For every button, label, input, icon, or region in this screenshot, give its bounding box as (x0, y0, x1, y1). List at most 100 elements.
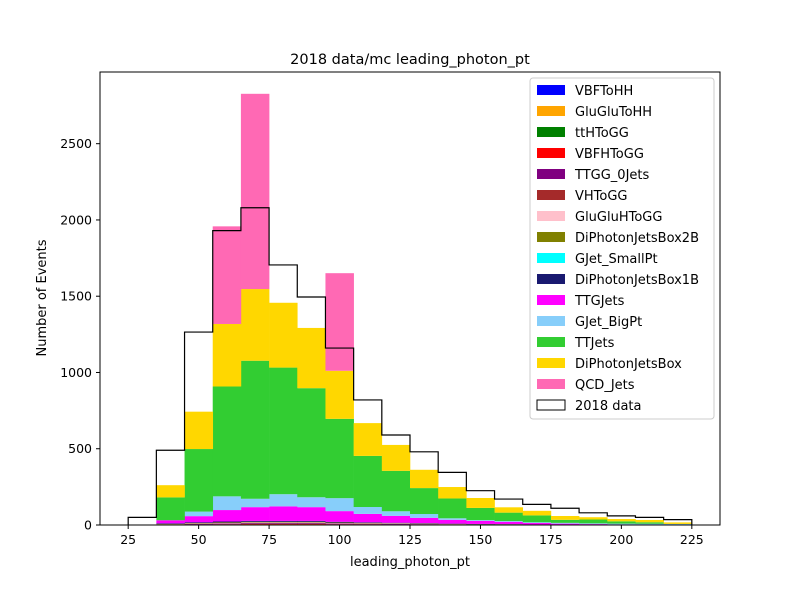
legend-swatch (537, 169, 565, 179)
bar-DiPhotonJetsBox (269, 302, 298, 368)
bar-GJet_BigPt (269, 494, 298, 507)
legend-label: TTGJets (574, 294, 625, 309)
bar-TTGG_0Jets (269, 523, 298, 524)
legend-swatch (537, 253, 565, 263)
bar-TTJets (550, 519, 580, 523)
bar-QCD_Jets (212, 226, 242, 324)
bar-GJet_BigPt (522, 522, 552, 524)
bar-TTJets (184, 449, 214, 512)
bar-DiPhotonJetsBox1B (240, 520, 270, 522)
x-tick-label: 200 (609, 532, 633, 547)
bar-DiPhotonJetsBox1B (184, 522, 214, 524)
bar-TTGJets (240, 507, 270, 521)
x-axis-label: leading_photon_pt (350, 555, 470, 570)
bar-DiPhotonJetsBox (635, 519, 664, 523)
legend-swatch (536, 399, 566, 411)
bar-DiPhotonJetsBox (438, 487, 467, 499)
legend-swatch (537, 106, 565, 116)
legend-swatch (537, 337, 565, 347)
legend-label: GJet_BigPt (575, 315, 642, 330)
x-tick-label: 175 (539, 532, 563, 547)
bar-TTJets (466, 507, 495, 521)
bar-TTJets (410, 488, 439, 515)
bar-DiPhotonJetsBox (353, 423, 383, 456)
bar-DiPhotonJetsBox (212, 323, 242, 387)
y-tick-label: 2000 (60, 212, 92, 227)
bar-DiPhotonJetsBox (494, 507, 524, 513)
legend-swatch (537, 316, 565, 326)
bar-TTJets (353, 455, 383, 508)
bar-GJet_BigPt (550, 522, 580, 524)
bar-TTGG_0Jets (212, 523, 242, 525)
bar-GJet_BigPt (184, 511, 214, 517)
bar-QCD_Jets (325, 273, 354, 371)
bar-DiPhotonJetsBox2B (240, 521, 270, 523)
bar-TTJets (635, 522, 664, 524)
bar-GJet_BigPt (381, 511, 411, 516)
legend-label: ttHToGG (575, 126, 629, 141)
bar-DiPhotonJetsBox (325, 370, 354, 419)
legend-label: TTJets (574, 336, 615, 351)
legend-label: GluGluHToGG (575, 210, 662, 225)
bar-GJet_BigPt (466, 520, 495, 521)
legend-label: DiPhotonJetsBox2B (575, 231, 699, 246)
y-tick-label: 0 (84, 518, 92, 533)
legend-label: VBFToHH (575, 84, 633, 99)
bar-GJet_BigPt (494, 521, 524, 522)
stacked-bars (156, 93, 693, 525)
legend-swatch (537, 274, 565, 284)
y-axis-ticks: 0 500 1000 1500 2000 2500 (60, 136, 100, 533)
bar-TTGJets (550, 523, 580, 525)
x-tick-label: 50 (191, 532, 207, 547)
legend-swatch (537, 85, 565, 95)
bar-DiPhotonJetsBox1B (297, 520, 326, 522)
legend-swatch (537, 358, 565, 368)
bar-TTJets (438, 498, 467, 519)
legend-label: QCD_Jets (575, 378, 635, 393)
bar-GJet_BigPt (240, 498, 270, 508)
bar-DiPhotonJetsBox1B (325, 521, 354, 523)
bar-GJet_BigPt (635, 523, 664, 525)
legend-label: DiPhotonJetsBox (575, 357, 682, 372)
bar-GJet_BigPt (607, 523, 636, 525)
bar-GJet_BigPt (438, 518, 467, 520)
bar-TTJets (156, 497, 185, 521)
legend-label: 2018 data (575, 399, 642, 414)
bar-TTGJets (297, 507, 326, 521)
bar-DiPhotonJetsBox2B (297, 521, 326, 523)
data-series-line (127, 207, 693, 525)
bar-TTGJets (212, 510, 242, 522)
bar-DiPhotonJetsBox (579, 517, 608, 520)
bar-DiPhotonJetsBox (240, 289, 270, 361)
bar-GJet_BigPt (579, 523, 608, 525)
bar-DiPhotonJetsBox (466, 498, 495, 508)
bar-DiPhotonJetsBox (522, 510, 552, 516)
bar-TTJets (522, 515, 552, 523)
bar-TTGJets (381, 515, 411, 523)
bar-TTGJets (156, 520, 185, 524)
y-tick-label: 1500 (60, 289, 92, 304)
bar-DiPhotonJetsBox1B (156, 523, 185, 524)
legend-swatch (537, 379, 565, 389)
x-tick-label: 25 (120, 532, 136, 547)
legend-swatch (537, 127, 565, 137)
bar-DiPhotonJetsBox1B (353, 522, 383, 523)
legend-swatch (537, 190, 565, 200)
bar-DiPhotonJetsBox (156, 485, 185, 498)
bar-TTJets (381, 470, 411, 512)
bar-DiPhotonJetsBox (550, 516, 580, 520)
bar-TTGJets (438, 519, 467, 524)
bar-TTGJets (353, 513, 383, 523)
legend-label: TTGG_0Jets (574, 168, 650, 183)
x-tick-label: 125 (398, 532, 422, 547)
legend-swatch (537, 211, 565, 221)
x-axis-ticks: 25 50 75 100 125 150 175 200 225 (120, 525, 704, 547)
bar-TTJets (579, 519, 608, 524)
legend-label: GJet_SmallPt (575, 252, 658, 267)
bar-TTJets (325, 418, 354, 499)
bar-GJet_BigPt (353, 507, 383, 514)
bar-DiPhotonJetsBox1B (269, 520, 298, 522)
bar-GJet_BigPt (297, 497, 326, 508)
legend-swatch (537, 148, 565, 158)
